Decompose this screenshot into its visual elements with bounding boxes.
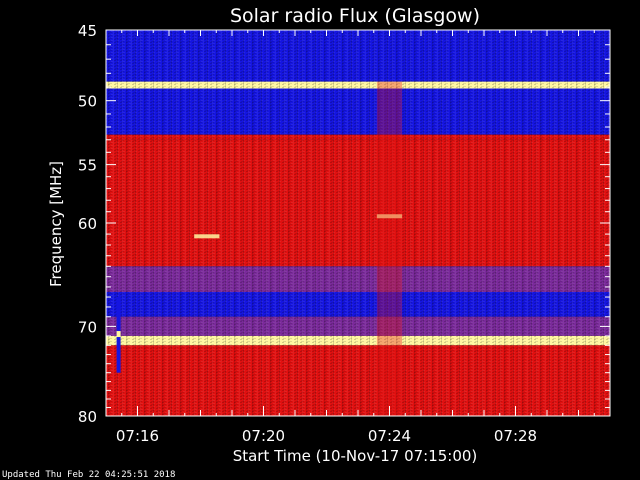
- x-tick-label-1: 07:20: [242, 427, 285, 445]
- x-axis-label: Start Time (10-Nov-17 07:15:00): [233, 447, 478, 465]
- x-tick-label-3: 07:28: [494, 427, 537, 445]
- feature-burst-core-0: [116, 331, 121, 338]
- chart-title: Solar radio Flux (Glasgow): [230, 5, 480, 27]
- stripe-texture: [106, 30, 610, 416]
- y-axis-label: Frequency [MHz]: [47, 161, 65, 287]
- y-tick-label-60: 60: [78, 215, 97, 233]
- y-tick-label-45: 45: [78, 22, 97, 40]
- x-tick-label-0: 07:16: [116, 427, 159, 445]
- y-axis: 45 50 55 60 70 80: [78, 22, 610, 426]
- updated-timestamp: Updated Thu Feb 22 04:25:51 2018: [2, 470, 175, 480]
- y-tick-label-50: 50: [78, 93, 97, 111]
- feature-streak-1: [194, 234, 220, 239]
- plot-area: [106, 30, 610, 416]
- feature-streak-2: [376, 214, 403, 219]
- plot-frame: [105, 29, 611, 417]
- y-tick-label-55: 55: [78, 157, 97, 175]
- feature-column-3: [376, 81, 403, 416]
- x-tick-label-2: 07:24: [368, 427, 411, 445]
- x-axis: 07:16 07:20 07:24 07:28: [105, 29, 611, 445]
- y-tick-label-80: 80: [78, 408, 97, 426]
- y-tick-label-70: 70: [78, 318, 97, 336]
- feature-layer: [116, 81, 403, 416]
